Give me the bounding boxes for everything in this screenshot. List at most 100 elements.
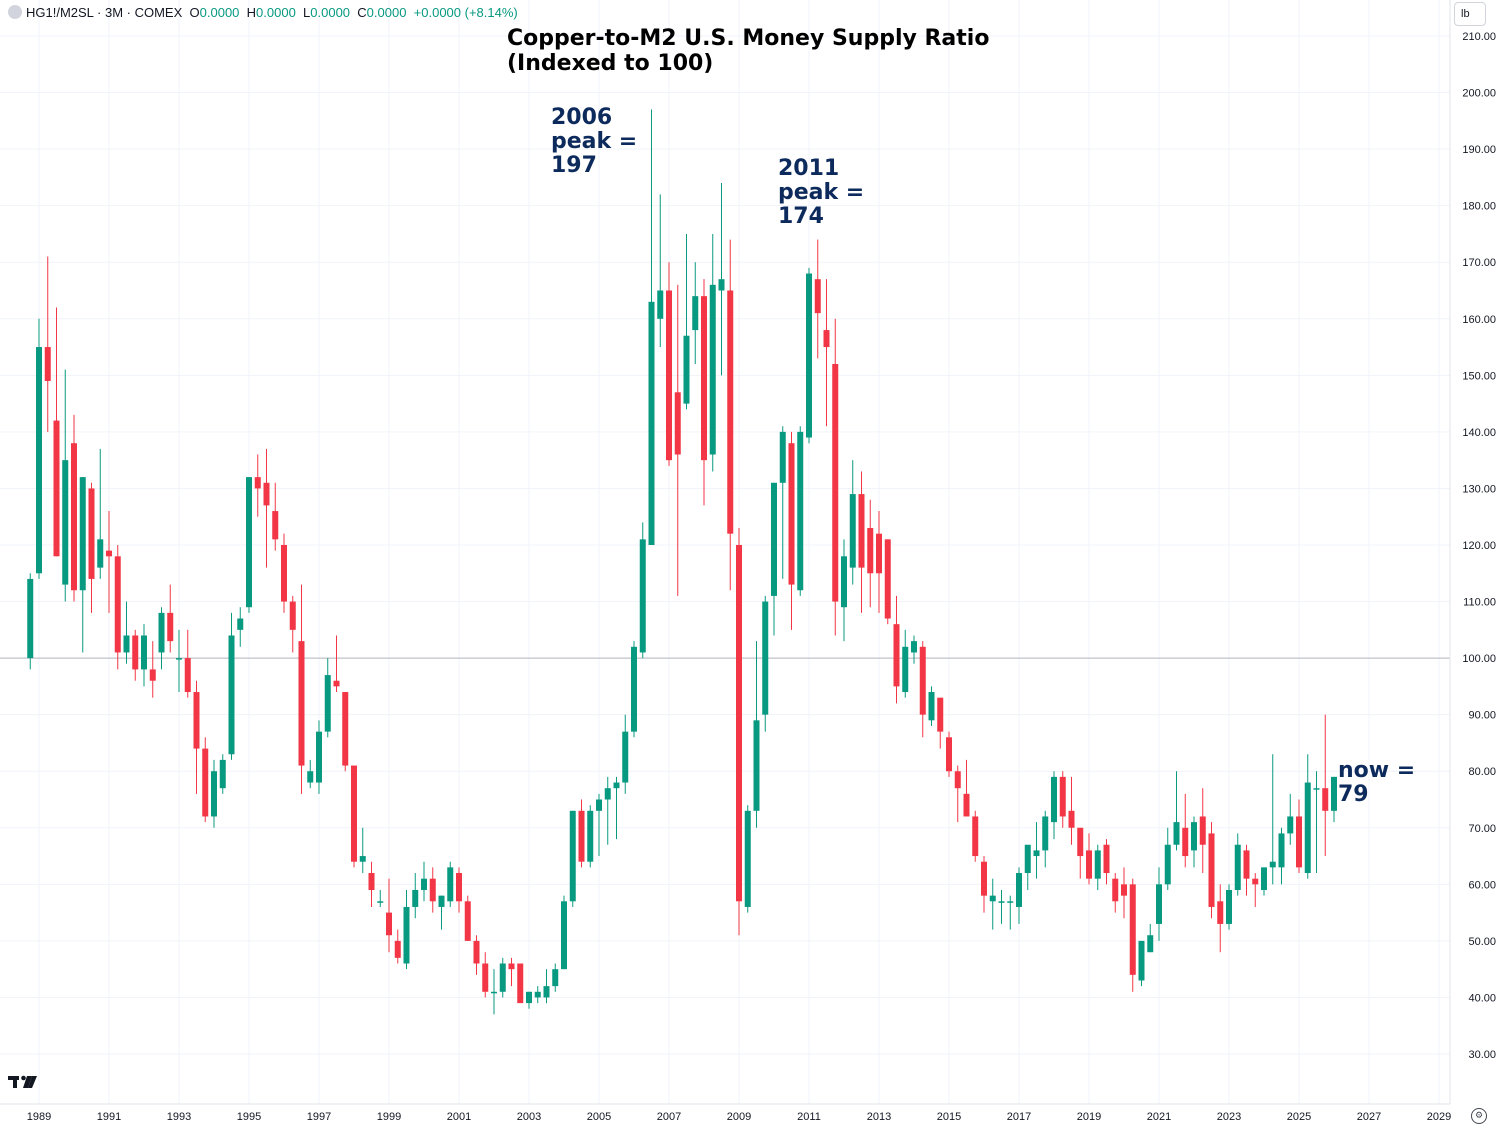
candle-up [989,878,996,930]
candle-body [88,488,95,579]
candle-body [1086,850,1092,879]
candle-body [1296,816,1302,868]
candle-up [377,889,384,907]
candle-down [508,957,515,987]
candle-up [1261,867,1267,896]
candle-body [736,544,742,902]
candle-up [246,477,252,613]
candle-body [123,635,130,653]
candle-up [613,776,620,840]
candle-down [482,952,489,998]
unit-selector[interactable]: lb [1454,2,1486,26]
candle-body [333,680,340,687]
time-axis[interactable]: 1989 1991 1993 1995 1997 1999 2001 2003 2005 2007… [27,1111,1451,1123]
candle-down [202,737,209,823]
change-value: +0.0000 (+8.14%) [413,5,518,20]
candle-body [53,420,60,557]
candle-down [342,692,349,772]
candle-body [351,765,357,862]
candle-body [149,669,156,681]
candle-body [386,912,392,936]
candle-body [578,810,585,862]
candle-up [806,267,812,444]
candle-down [963,759,970,817]
candle-body [946,737,952,772]
price-axis[interactable]: 30.00 40.00 50.00 60.00 70.00 80.00 90.00 100.0… [1462,31,1496,1061]
x-tick-label: 2015 [937,1111,961,1123]
settings-gear-icon[interactable]: ⚙ [1471,1108,1487,1124]
candle-body [648,301,655,545]
candle-up [631,641,637,738]
candle-body [526,991,532,1004]
candle-up [604,776,611,845]
candle-body [954,771,961,789]
x-tick-label: 2027 [1357,1111,1381,1123]
y-tick-label: 90.00 [1468,710,1496,722]
candle-down [263,448,270,568]
x-tick-label: 2003 [517,1111,541,1123]
candle-body [884,539,891,619]
candle-body [849,494,856,568]
candle-down [884,539,891,625]
candle-body [1051,776,1057,823]
candle-down [1322,714,1329,857]
x-tick-label: 2013 [867,1111,891,1123]
candle-body [298,641,305,766]
open-label: O [189,5,200,20]
candle-up [1287,793,1294,845]
candle-body [1226,889,1232,924]
candle-up [228,612,235,760]
candle-up [219,754,226,794]
candle-body [316,731,322,783]
candle-body [718,279,725,291]
close-value: 0.0000 [366,5,407,20]
candle-body [911,641,917,653]
candle-up [779,426,786,579]
x-tick-label: 2009 [727,1111,751,1123]
candle-down [727,239,734,591]
high-label: H [246,5,257,20]
symbol-legend[interactable]: HG1!/M2SL · 3M · COMEX O0.0000 H0.0000 L… [8,5,518,20]
candle-down [788,431,795,630]
candle-body [1112,878,1119,902]
x-tick-label: 1997 [307,1111,331,1123]
candle-body [937,697,944,732]
high-value: 0.0000 [256,5,296,20]
candle-up [158,607,165,670]
candle-down [289,595,296,653]
candle-up [849,460,856,585]
candle-body [438,895,445,907]
candle-down [167,584,174,653]
y-tick-label: 150.00 [1462,370,1496,382]
candle-body [1243,850,1250,879]
candle-body [62,460,69,585]
candle-up [438,895,445,930]
y-tick-label: 80.00 [1468,766,1496,778]
candle-body [1007,901,1014,903]
candle-body [342,692,349,766]
candle-body [587,810,594,862]
candle-down [1103,839,1110,885]
candle-body [1094,850,1101,879]
candle-body [1042,816,1049,851]
candle-up [534,986,541,1004]
candle-body [228,635,235,755]
candle-body [141,635,147,670]
candle-body [823,330,830,348]
candle-up [447,861,454,907]
candle-down [429,867,436,913]
annotation-line: 79 [1338,782,1369,807]
candle-up [1051,771,1057,840]
x-tick-label: 2023 [1217,1111,1241,1123]
candle-body [193,692,200,749]
candle-body [482,963,489,992]
candle-down [1252,873,1259,907]
candle-body [97,539,104,568]
candle-body [1059,776,1066,817]
candle-body [657,290,664,319]
tradingview-logo-icon[interactable] [8,1070,40,1094]
candle-up [1173,771,1180,851]
candle-body [464,901,471,941]
symbol-name[interactable]: HG1!/M2SL · 3M · COMEX [26,5,183,20]
